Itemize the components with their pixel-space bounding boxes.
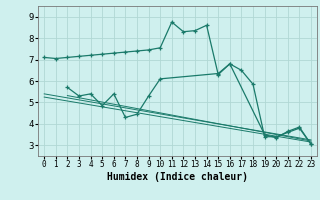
X-axis label: Humidex (Indice chaleur): Humidex (Indice chaleur) bbox=[107, 172, 248, 182]
